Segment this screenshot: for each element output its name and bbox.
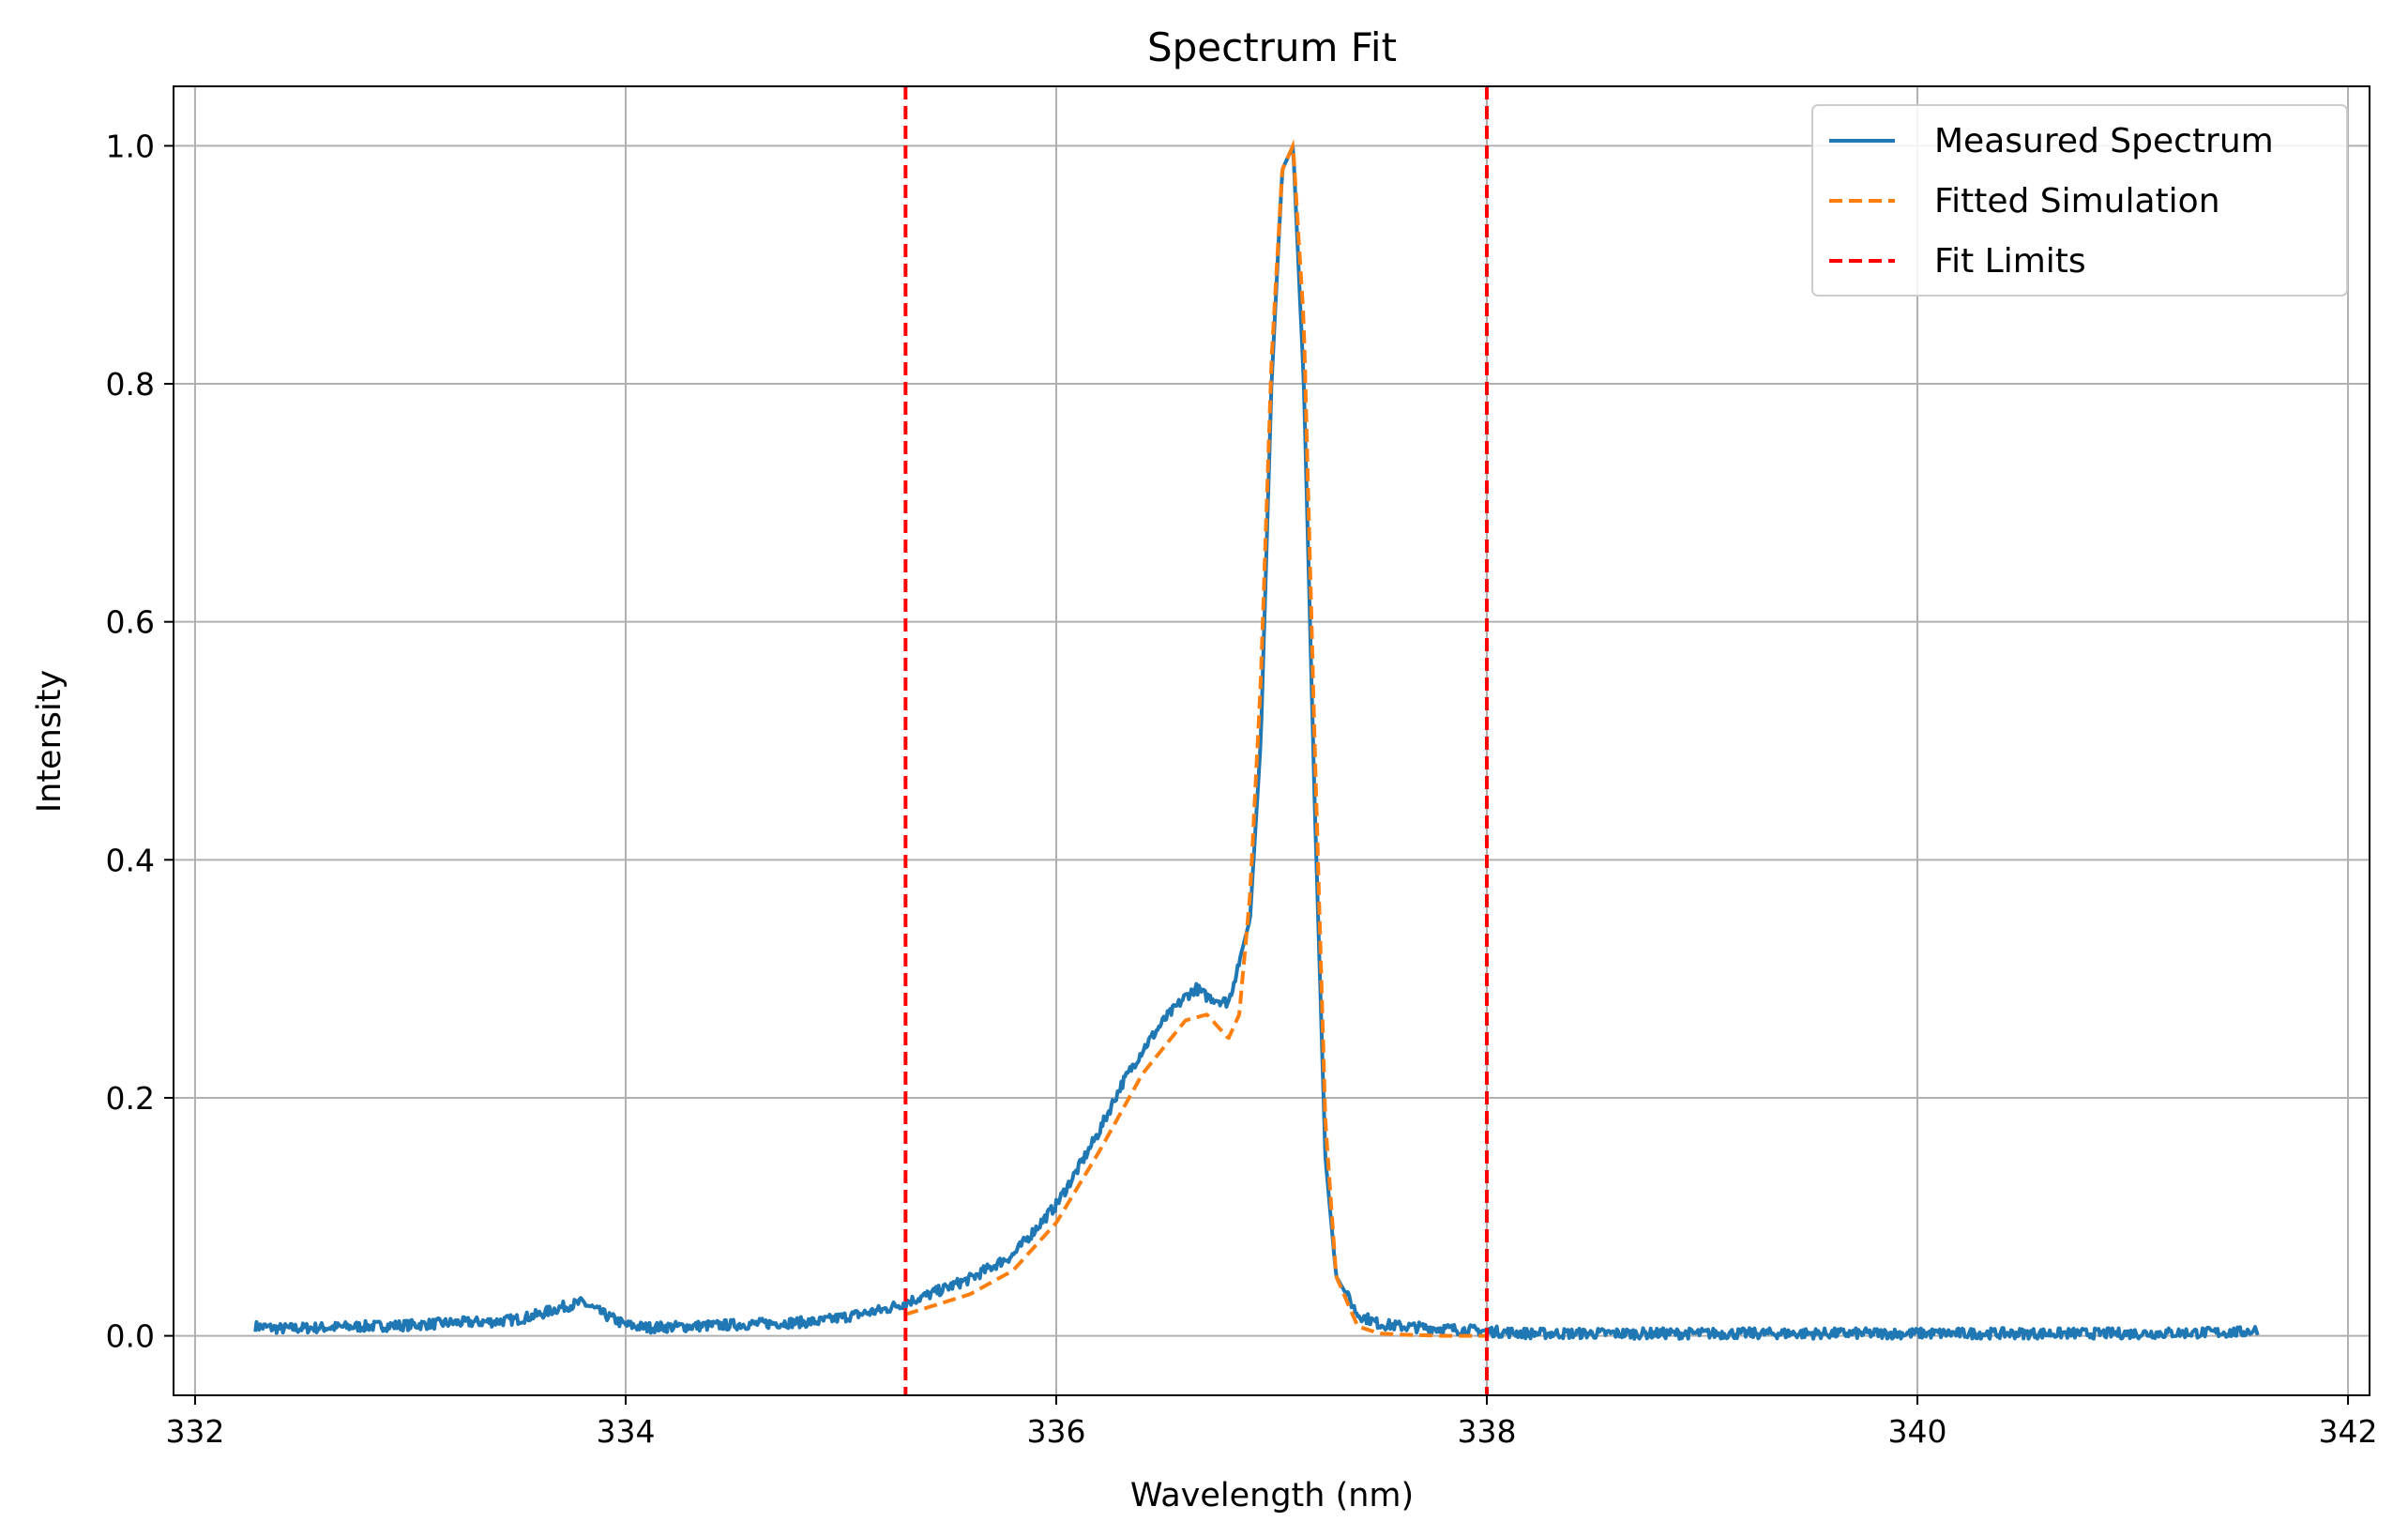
y-tick-label: 0.6: [106, 604, 155, 641]
legend-label-fitted: Fitted Simulation: [1934, 182, 2220, 221]
plot-area: [253, 86, 2260, 1395]
legend-label-fit-limits: Fit Limits: [1934, 242, 2086, 281]
x-tick-label: 338: [1458, 1413, 1517, 1450]
x-axis-ticks: 332 334 336 338 340 342: [165, 1395, 2378, 1450]
y-tick-label: 0.8: [106, 366, 155, 403]
x-tick-label: 334: [596, 1413, 655, 1450]
legend: Measured Spectrum Fitted Simulation Fit …: [1811, 104, 2348, 297]
axes-frame: [173, 85, 2370, 1396]
x-axis-label: Wavelength (nm): [1130, 1477, 1414, 1514]
legend-box: [1811, 104, 2348, 297]
chart-title: Spectrum Fit: [1147, 24, 1397, 70]
x-tick-label: 332: [165, 1413, 224, 1450]
y-tick-label: 0.4: [106, 842, 155, 878]
y-tick-label: 0.0: [106, 1318, 155, 1355]
x-tick-label: 340: [1888, 1413, 1947, 1450]
x-tick-label: 342: [2319, 1413, 2378, 1450]
x-tick-label: 336: [1026, 1413, 1085, 1450]
y-tick-label: 1.0: [106, 128, 155, 164]
y-tick-label: 0.2: [106, 1080, 155, 1117]
y-axis-ticks: 0.0 0.2 0.4 0.6 0.8 1.0: [106, 128, 174, 1355]
y-axis-label: Intensity: [31, 670, 68, 813]
series-fitted-simulation: [904, 139, 1487, 1338]
series-measured-spectrum: [253, 145, 2260, 1341]
legend-label-measured: Measured Spectrum: [1934, 122, 2274, 160]
